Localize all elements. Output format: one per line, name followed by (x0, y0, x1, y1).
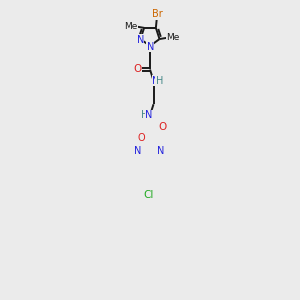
Text: N: N (146, 42, 154, 52)
Text: Cl: Cl (144, 190, 154, 200)
Text: N: N (134, 146, 141, 156)
Text: H: H (142, 110, 149, 120)
Text: N: N (145, 110, 152, 120)
Text: O: O (158, 122, 166, 132)
Text: O: O (134, 64, 142, 74)
Text: H: H (156, 76, 163, 86)
Text: Me: Me (124, 22, 137, 31)
Text: N: N (136, 35, 144, 45)
Text: N: N (152, 76, 160, 86)
Text: Me: Me (166, 33, 179, 42)
Text: O: O (137, 133, 145, 143)
Text: N: N (157, 146, 164, 156)
Text: Br: Br (152, 9, 162, 19)
